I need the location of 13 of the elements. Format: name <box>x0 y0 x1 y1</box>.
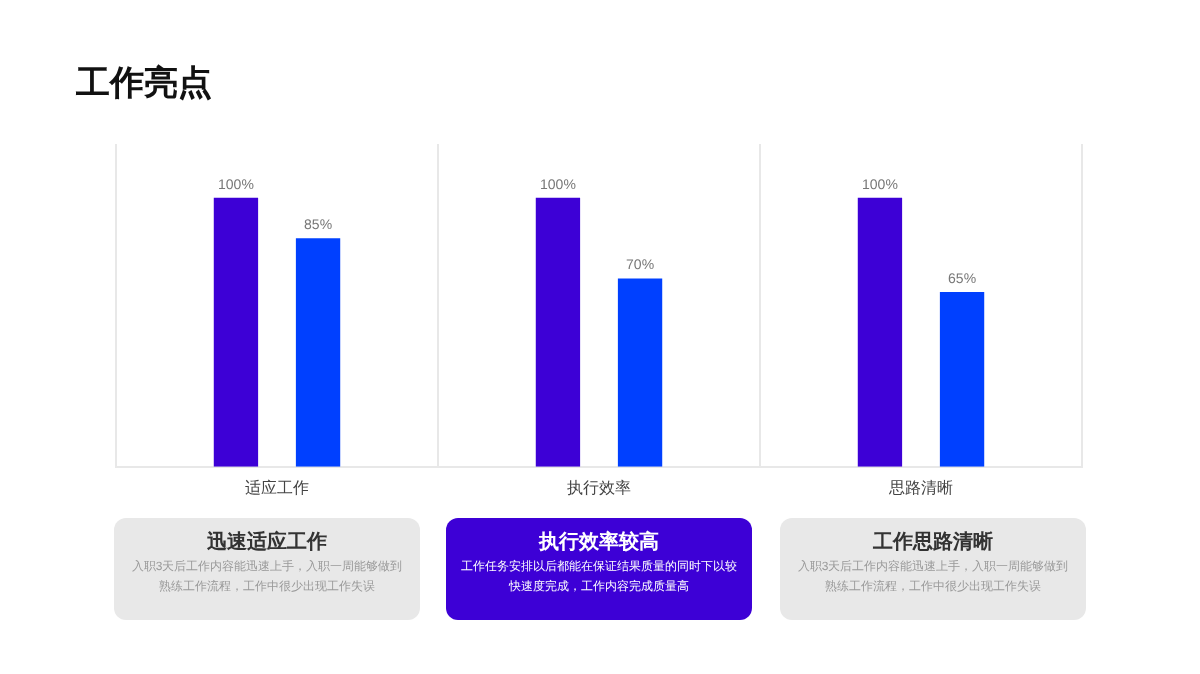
chart-title: 工作亮点 <box>76 62 212 106</box>
bar <box>939 291 985 467</box>
text: 迅速适应工作 <box>205 530 329 558</box>
x-tick-label: 适应工作 <box>245 478 309 497</box>
bar <box>857 197 903 467</box>
bar <box>535 197 581 467</box>
text: 工作思路清晰 <box>871 530 995 558</box>
x-tick-label: 执行效率 <box>567 478 631 497</box>
x-tick-label: 思路清晰 <box>887 478 953 497</box>
text: 执行效率较高 <box>536 530 661 558</box>
bar <box>295 238 341 467</box>
bar <box>213 197 259 467</box>
bar <box>617 278 663 467</box>
